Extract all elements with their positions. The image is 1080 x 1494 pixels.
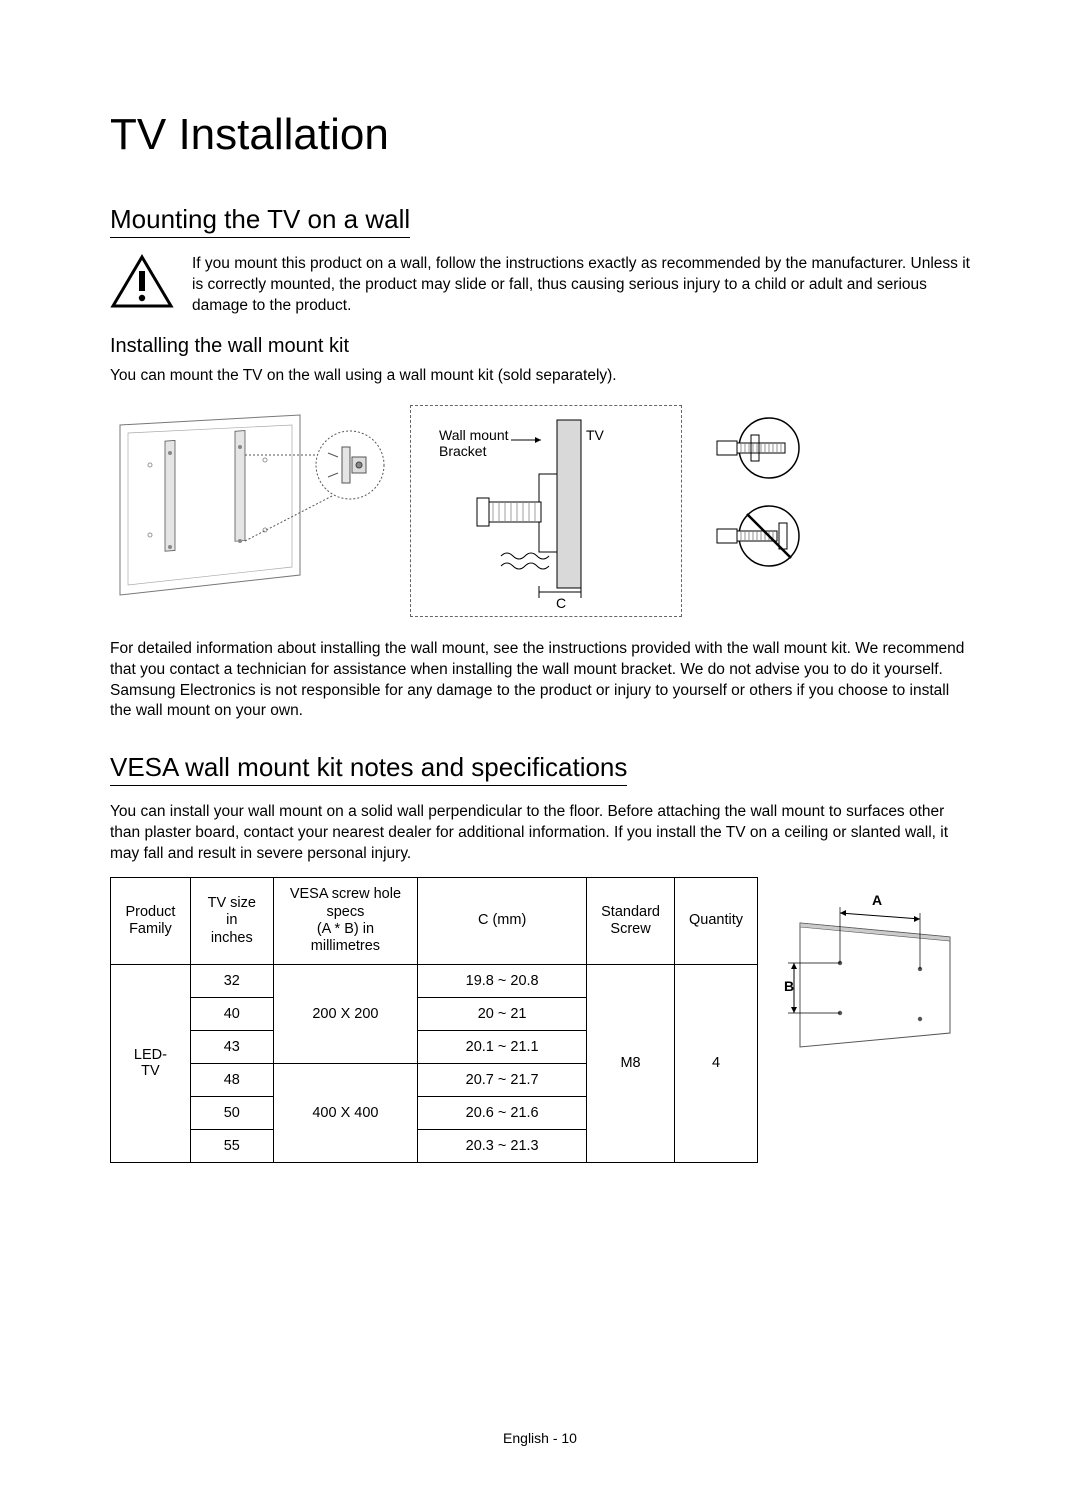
subsection-heading: Installing the wall mount kit: [110, 335, 970, 358]
col-c: C (mm): [418, 878, 587, 965]
cell-screw: M8: [587, 964, 675, 1162]
warning-text: If you mount this product on a wall, fol…: [192, 254, 970, 317]
cell-size: 40: [190, 997, 273, 1030]
label-c: C: [556, 595, 566, 611]
cell-size: 48: [190, 1063, 273, 1096]
cell-size: 50: [190, 1096, 273, 1129]
page-footer: English - 10: [0, 1430, 1080, 1446]
col-vesa: VESA screw hole specs(A * B) in millimet…: [273, 878, 417, 965]
vesa-dimension-sketch: A B: [780, 883, 970, 1058]
cell-family: LED-TV: [111, 964, 191, 1162]
diagram-tv-back: [110, 405, 390, 605]
cell-vesa: 200 X 200: [273, 964, 417, 1063]
diagram-screws: [702, 405, 812, 579]
diagram-row: Wall mount Bracket TV: [110, 405, 970, 617]
svg-text:Bracket: Bracket: [439, 443, 487, 459]
cell-vesa: 400 X 400: [273, 1063, 417, 1162]
cell-c: 20.1 ~ 21.1: [418, 1030, 587, 1063]
cell-c: 20 ~ 21: [418, 997, 587, 1030]
diagram-cross-section: Wall mount Bracket TV: [410, 405, 682, 617]
cell-c: 19.8 ~ 20.8: [418, 964, 587, 997]
col-qty: Quantity: [674, 878, 757, 965]
label-a: A: [872, 892, 882, 908]
section-heading: Mounting the TV on a wall: [110, 204, 410, 238]
cell-c: 20.6 ~ 21.6: [418, 1096, 587, 1129]
cell-size: 55: [190, 1129, 273, 1162]
label-bracket: Wall mount: [439, 427, 509, 443]
spec-table: ProductFamily TV size ininches VESA scre…: [110, 877, 758, 1163]
cell-size: 43: [190, 1030, 273, 1063]
page-title: TV Installation: [110, 110, 970, 160]
cell-c: 20.7 ~ 21.7: [418, 1063, 587, 1096]
section2-intro: You can install your wall mount on a sol…: [110, 802, 970, 865]
cell-c: 20.3 ~ 21.3: [418, 1129, 587, 1162]
subsection-text: You can mount the TV on the wall using a…: [110, 366, 970, 387]
label-tv: TV: [586, 427, 605, 443]
cell-size: 32: [190, 964, 273, 997]
after-diagram-text: For detailed information about installin…: [110, 639, 970, 723]
col-size: TV size ininches: [190, 878, 273, 965]
col-screw: StandardScrew: [587, 878, 675, 965]
section2-heading: VESA wall mount kit notes and specificat…: [110, 752, 627, 786]
warning-icon: [110, 254, 174, 315]
cell-qty: 4: [674, 964, 757, 1162]
label-b: B: [784, 978, 794, 994]
col-family: ProductFamily: [111, 878, 191, 965]
